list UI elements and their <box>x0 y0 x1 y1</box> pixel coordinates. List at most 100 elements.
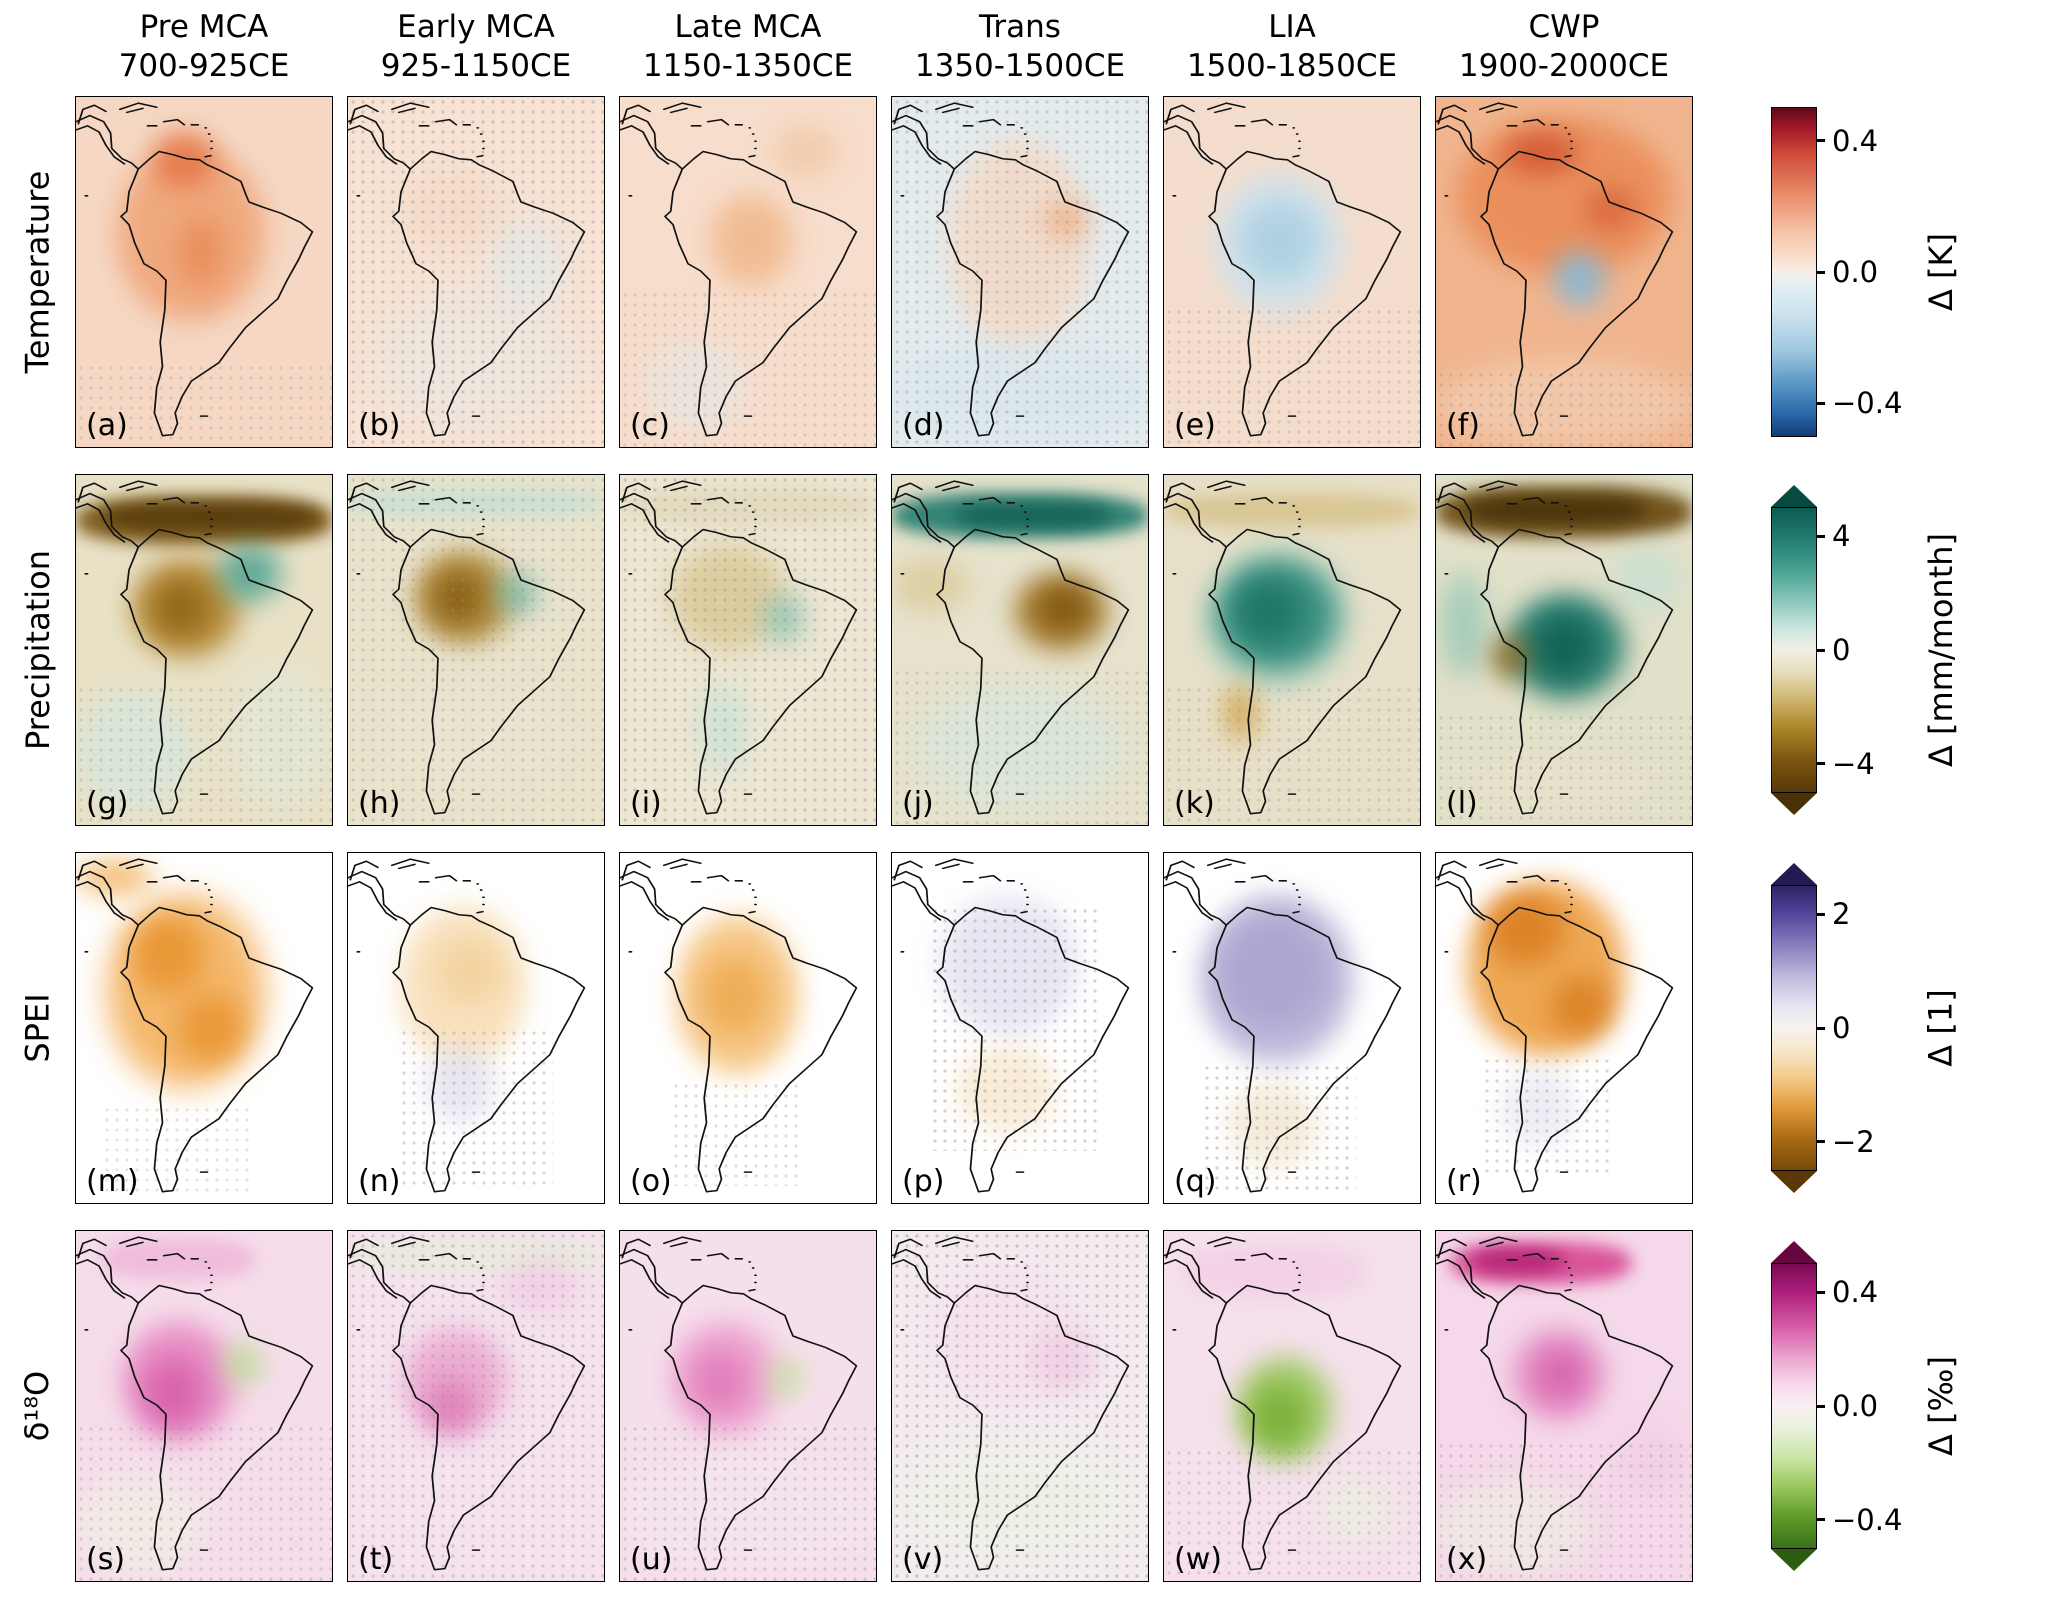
anomaly-shade <box>701 958 769 1035</box>
anomaly-shade <box>1500 1070 1577 1147</box>
anomaly-shade <box>1240 202 1318 279</box>
anomaly-shade <box>1492 636 1529 678</box>
map-panel-x: (x) <box>1435 1230 1693 1582</box>
panel-label: (b) <box>358 408 401 443</box>
stipple-overlay <box>620 289 876 447</box>
anomaly-shade <box>768 1357 805 1399</box>
col-header-trans: Trans 1350-1500CE <box>914 9 1126 84</box>
anomaly-shade <box>773 125 838 178</box>
south-america-outline <box>620 1236 858 1571</box>
panel-label: (p) <box>902 1164 945 1199</box>
anomaly-shade <box>1441 573 1488 678</box>
south-america-outline <box>620 480 858 815</box>
row-label-spei: SPEI <box>18 993 57 1063</box>
south-america-outline <box>1436 480 1674 815</box>
anomaly-shade <box>1251 1385 1308 1448</box>
map-panel-s: (s) <box>75 1230 333 1582</box>
anomaly-shade <box>948 139 1090 349</box>
panel-label: (i) <box>630 786 662 821</box>
colorbar-tick: 0.4 <box>1816 124 1878 158</box>
map-panel-v: (v) <box>891 1230 1149 1582</box>
stipple-overlay <box>620 1423 876 1581</box>
stipple-overlay <box>1164 307 1420 447</box>
anomaly-shade <box>437 940 502 1004</box>
colorbar-label: Δ [1] <box>1922 989 1961 1067</box>
column-headers: Pre MCA 700-925CE Early MCA 925-1150CE Lat… <box>75 8 1693 86</box>
south-america-outline <box>348 858 586 1193</box>
map-panel-c: (c) <box>619 96 877 448</box>
map-panel-k: (k) <box>1163 474 1421 826</box>
colorbar-label: Δ [K] <box>1922 232 1961 312</box>
south-america-outline <box>892 1236 1130 1571</box>
anomaly-shade <box>1032 1329 1097 1392</box>
panel-label: (v) <box>902 1542 944 1577</box>
colorbar-tick: 2 <box>1816 897 1850 931</box>
anomaly-shade <box>1533 615 1595 678</box>
anomaly-shade <box>1436 359 1692 447</box>
anomaly-shade <box>1436 1483 1590 1574</box>
south-america-outline <box>76 102 314 437</box>
anomaly-shade <box>691 1350 748 1413</box>
anomaly-shade <box>709 195 792 286</box>
map-panel-m: (m) <box>75 852 333 1204</box>
colorbar-arrow-down <box>1771 1171 1817 1193</box>
map-panel-b: (b) <box>347 96 605 448</box>
south-america-outline <box>1164 858 1402 1193</box>
anomaly-shade <box>435 573 482 622</box>
panel-label: (n) <box>358 1164 401 1199</box>
anomaly-shade <box>178 216 225 286</box>
anomaly-shade <box>1304 720 1408 808</box>
anomaly-shade <box>1228 1080 1318 1168</box>
anomaly-shade <box>373 685 579 790</box>
panel-label: (j) <box>902 786 934 821</box>
stipple-overlay <box>1436 1441 1692 1581</box>
stipple-overlay <box>399 1028 553 1186</box>
colorbar-tick: −4 <box>1816 747 1875 781</box>
row-label-precipitation: Precipitation <box>18 549 57 751</box>
colorbar-arrow-up <box>1771 485 1817 507</box>
stipple-overlay <box>1436 713 1692 825</box>
stipple-overlay <box>76 1423 332 1581</box>
south-america-outline <box>348 1236 586 1571</box>
panel-label: (m) <box>86 1164 139 1199</box>
colorbar-label: Δ [mm/month] <box>1922 532 1961 768</box>
panel-label: (a) <box>86 408 128 443</box>
south-america-outline <box>620 858 858 1193</box>
south-america-outline <box>1436 858 1674 1193</box>
anomaly-shade <box>424 1378 476 1434</box>
anomaly-shade <box>1461 748 1667 818</box>
colorbar-spei: 2 0 −2 Δ [1] <box>1693 852 2067 1204</box>
map-panel-f: (f) <box>1435 96 1693 448</box>
colorbar-arrow-up <box>1771 863 1817 885</box>
anomaly-shade <box>1220 916 1328 1028</box>
colorbar-tick: −0.4 <box>1816 1503 1902 1537</box>
south-america-outline <box>892 102 1130 437</box>
colorbar-tick: −0.4 <box>1816 386 1902 420</box>
colorbar-tick: 4 <box>1816 519 1850 553</box>
row-precipitation: Precipitation (g) (h) <box>0 474 2067 826</box>
panel-label: (q) <box>1174 1164 1217 1199</box>
anomaly-shade <box>1615 545 1680 615</box>
anomaly-shade <box>1164 492 1420 528</box>
south-america-outline <box>892 480 1130 815</box>
anomaly-shade <box>1184 1245 1364 1298</box>
anomaly-shade <box>1502 132 1580 174</box>
panel-label: (t) <box>358 1542 394 1577</box>
colorbar-gradient: 4 0 −4 <box>1771 507 1875 793</box>
row-d18o: δ¹⁸O (s) (t) (u) <box>0 1230 2067 1582</box>
map-panel-l: (l) <box>1435 474 1693 826</box>
row-label-d18o: δ¹⁸O <box>18 1370 57 1442</box>
map-panel-u: (u) <box>619 1230 877 1582</box>
south-america-outline <box>1164 480 1402 815</box>
map-panel-r: (r) <box>1435 852 1693 1204</box>
anomaly-shade <box>1040 587 1087 629</box>
stipple-overlay <box>930 905 1097 1151</box>
south-america-outline <box>1164 102 1402 437</box>
colorbar-gradient: 0.4 0.0 −0.4 <box>1771 1263 1902 1549</box>
anomaly-shade <box>763 594 805 643</box>
stipple-overlay <box>76 685 332 825</box>
map-panel-q: (q) <box>1163 852 1421 1204</box>
panel-label: (x) <box>1446 1542 1488 1577</box>
anomaly-shade <box>152 132 215 188</box>
